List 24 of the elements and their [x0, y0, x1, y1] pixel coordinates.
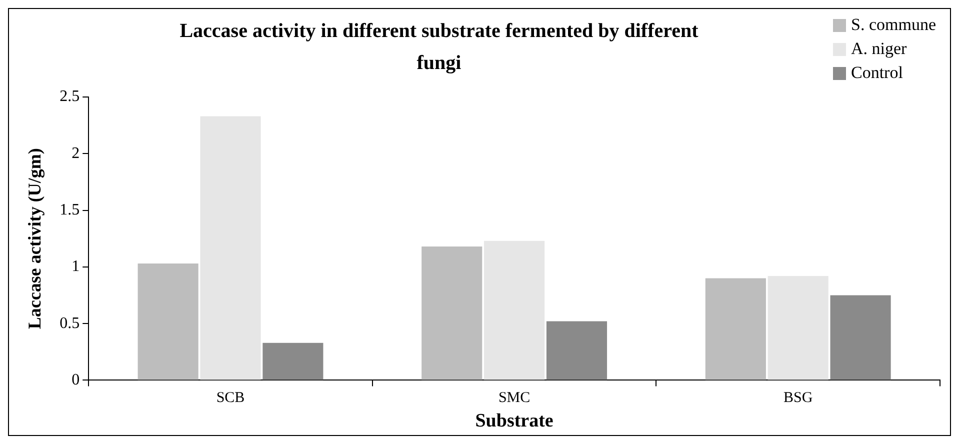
x-axis-title: Substrate	[475, 410, 554, 432]
y-tick-label: 2	[72, 144, 80, 162]
y-tick-label: 1	[72, 258, 80, 276]
y-axis-title: Laccase activity (U/gm)	[24, 148, 44, 330]
bar	[200, 116, 261, 380]
bar	[262, 342, 324, 380]
y-tick-label: 2.5	[60, 88, 80, 106]
bar	[138, 264, 198, 380]
legend-label: Control	[851, 63, 903, 83]
legend-label: A. niger	[851, 39, 907, 59]
bar	[830, 295, 891, 380]
chart-title: Laccase activity in different substrate fermented by different fungi	[178, 19, 700, 76]
x-tick-label: SCB	[216, 390, 245, 406]
legend-label: S. commune	[851, 15, 936, 35]
bar	[705, 278, 766, 380]
y-tick-label: 0.5	[60, 314, 80, 332]
bar	[546, 321, 608, 380]
bar	[768, 276, 828, 380]
x-tick-label: SMC	[498, 390, 530, 406]
bar	[422, 246, 482, 380]
y-tick-label: 0	[72, 371, 80, 388]
x-tick-label: BSG	[784, 390, 813, 406]
bar	[484, 240, 545, 380]
y-tick-label: 1.5	[60, 201, 80, 218]
